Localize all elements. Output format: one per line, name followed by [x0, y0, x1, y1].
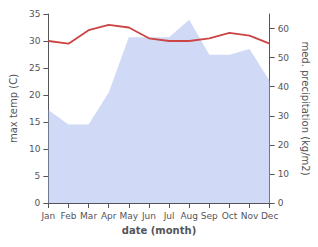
svg-text:0: 0	[35, 198, 41, 208]
svg-text:30: 30	[29, 36, 41, 46]
svg-text:30: 30	[278, 111, 290, 121]
svg-text:Feb: Feb	[61, 211, 77, 221]
svg-text:Sep: Sep	[201, 211, 218, 221]
svg-text:May: May	[120, 211, 139, 221]
svg-text:0: 0	[278, 198, 284, 208]
svg-text:50: 50	[278, 53, 290, 63]
svg-text:5: 5	[35, 171, 41, 181]
svg-text:40: 40	[278, 82, 290, 92]
svg-text:35: 35	[29, 9, 40, 19]
svg-text:10: 10	[29, 144, 41, 154]
svg-text:20: 20	[278, 140, 290, 150]
svg-text:date (month): date (month)	[122, 225, 196, 236]
svg-text:med. precipitation (kg/m2): med. precipitation (kg/m2)	[300, 41, 311, 175]
svg-text:10: 10	[278, 169, 290, 179]
svg-text:max temp (C): max temp (C)	[8, 74, 19, 143]
svg-text:Nov: Nov	[241, 211, 259, 221]
svg-text:Apr: Apr	[101, 211, 117, 221]
svg-text:15: 15	[29, 117, 40, 127]
svg-text:Aug: Aug	[180, 211, 198, 221]
svg-text:Jul: Jul	[163, 211, 175, 221]
svg-text:Jan: Jan	[40, 211, 55, 221]
svg-text:Jun: Jun	[141, 211, 156, 221]
svg-text:60: 60	[278, 24, 290, 34]
svg-text:Oct: Oct	[222, 211, 238, 221]
svg-text:Dec: Dec	[261, 211, 278, 221]
svg-text:20: 20	[29, 90, 41, 100]
svg-text:Mar: Mar	[80, 211, 97, 221]
svg-text:25: 25	[29, 63, 40, 73]
